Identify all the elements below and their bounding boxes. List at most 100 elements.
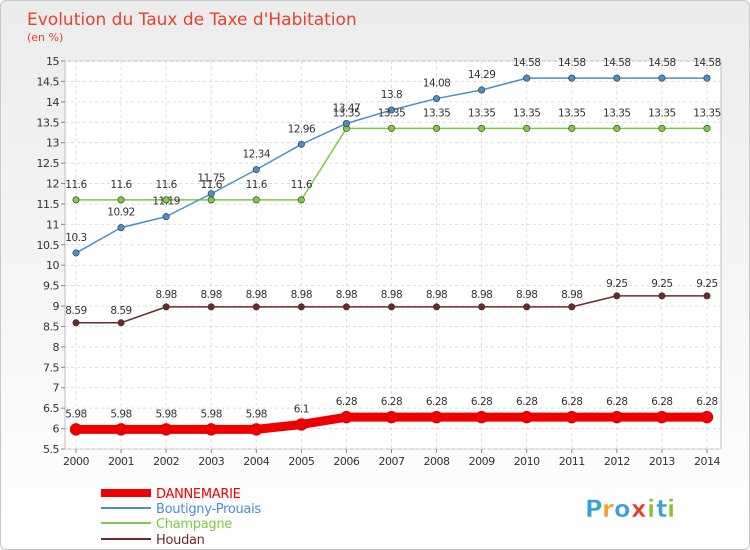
data-point bbox=[613, 292, 621, 300]
legend: DANNEMARIEBoutigny-ProuaisChampagneHouda… bbox=[101, 487, 262, 548]
data-label: 5.98 bbox=[201, 408, 222, 420]
data-point bbox=[207, 303, 215, 311]
data-label: 6.28 bbox=[606, 396, 627, 408]
data-label: 11.6 bbox=[246, 179, 268, 191]
logo-letter: x bbox=[631, 495, 647, 523]
data-label: 10.3 bbox=[65, 232, 86, 244]
x-tick-label: 2012 bbox=[604, 455, 630, 468]
y-tick-label: 12 bbox=[46, 178, 59, 191]
data-label: 8.98 bbox=[336, 289, 357, 301]
data-point bbox=[250, 423, 263, 436]
y-tick-label: 7 bbox=[53, 382, 60, 395]
data-point bbox=[252, 303, 260, 311]
data-label: 14.58 bbox=[693, 57, 721, 69]
data-point bbox=[433, 95, 441, 103]
data-label: 14.58 bbox=[513, 57, 541, 69]
data-label: 13.35 bbox=[603, 107, 631, 119]
data-point bbox=[117, 319, 125, 327]
data-label: 8.98 bbox=[561, 289, 582, 301]
data-label: 13.35 bbox=[513, 107, 541, 119]
data-label: 6.28 bbox=[471, 396, 492, 408]
data-label: 5.98 bbox=[155, 408, 176, 420]
x-tick-label: 2010 bbox=[514, 455, 540, 468]
data-point bbox=[523, 124, 531, 132]
data-label: 6.28 bbox=[651, 396, 672, 408]
data-point bbox=[387, 124, 395, 132]
data-label: 9.25 bbox=[651, 278, 672, 290]
series-group bbox=[69, 74, 714, 436]
data-point bbox=[568, 303, 576, 311]
x-axis-ticks: 2000 2001 2002 2003 2004 2005 2006 2007 2008 2009… bbox=[63, 449, 721, 468]
x-tick-label: 2011 bbox=[559, 455, 585, 468]
data-point bbox=[117, 196, 125, 204]
data-point bbox=[433, 124, 441, 132]
data-point bbox=[655, 410, 669, 424]
data-label: 11.19 bbox=[152, 196, 180, 208]
data-point bbox=[523, 303, 531, 311]
data-point bbox=[342, 119, 350, 127]
data-point bbox=[387, 303, 395, 311]
data-point bbox=[340, 410, 353, 424]
data-label: 13.35 bbox=[558, 107, 586, 119]
data-label: 14.29 bbox=[468, 69, 496, 81]
y-tick-label: 8.5 bbox=[43, 320, 59, 333]
y-tick-label: 15 bbox=[46, 55, 59, 68]
data-label: 8.98 bbox=[381, 289, 402, 301]
data-label: 6.1 bbox=[294, 403, 309, 415]
y-tick-label: 5.5 bbox=[43, 443, 59, 456]
data-point bbox=[703, 292, 711, 300]
data-point bbox=[297, 196, 305, 204]
legend-label-dannemarie: DANNEMARIE bbox=[156, 487, 241, 502]
x-tick-label: 2004 bbox=[243, 455, 269, 468]
y-tick-label: 9 bbox=[53, 300, 60, 313]
x-tick-label: 2005 bbox=[288, 455, 314, 468]
data-label: 5.98 bbox=[110, 408, 131, 420]
data-point bbox=[523, 74, 531, 82]
x-tick-label: 2002 bbox=[153, 455, 179, 468]
data-point bbox=[159, 423, 173, 436]
x-tick-label: 2000 bbox=[63, 455, 89, 468]
data-point bbox=[117, 224, 125, 232]
data-label: 14.58 bbox=[603, 57, 631, 69]
data-label: 14.58 bbox=[648, 57, 676, 69]
data-label: 6.28 bbox=[336, 396, 357, 408]
data-label: 5.98 bbox=[65, 408, 86, 420]
data-point bbox=[430, 410, 443, 424]
data-label: 13.47 bbox=[333, 102, 361, 114]
data-label: 13.35 bbox=[693, 107, 721, 119]
data-label: 12.96 bbox=[288, 123, 316, 135]
data-label: 9.25 bbox=[696, 278, 717, 290]
x-tick-label: 2008 bbox=[424, 455, 450, 468]
x-tick-label: 2009 bbox=[469, 455, 495, 468]
data-label: 12.34 bbox=[242, 149, 270, 161]
x-tick-label: 2003 bbox=[198, 455, 224, 468]
data-label: 11.6 bbox=[201, 179, 223, 191]
data-label: 6.28 bbox=[516, 396, 537, 408]
data-point bbox=[387, 106, 395, 114]
y-tick-label: 7.5 bbox=[43, 361, 59, 374]
data-point bbox=[613, 124, 621, 132]
data-label: 6.28 bbox=[426, 396, 447, 408]
data-point bbox=[658, 124, 666, 132]
logo-letter: P bbox=[585, 495, 603, 523]
y-tick-label: 12.5 bbox=[37, 157, 60, 170]
legend-label-champagne: Champagne bbox=[156, 517, 232, 532]
data-point bbox=[342, 303, 350, 311]
x-tick-label: 2007 bbox=[378, 455, 404, 468]
data-label: 13.35 bbox=[648, 107, 676, 119]
data-label: 11.6 bbox=[155, 179, 177, 191]
y-tick-label: 10.5 bbox=[37, 239, 60, 252]
data-label: 11.6 bbox=[110, 179, 132, 191]
data-label: 13.8 bbox=[381, 89, 402, 101]
y-tick-label: 11.5 bbox=[37, 198, 60, 211]
y-tick-label: 6 bbox=[53, 423, 60, 436]
data-label: 6.28 bbox=[561, 396, 582, 408]
data-point bbox=[207, 196, 215, 204]
data-label: 8.59 bbox=[110, 305, 131, 317]
data-point bbox=[162, 213, 170, 221]
logo-letter: t bbox=[656, 495, 667, 523]
data-point bbox=[252, 166, 260, 174]
